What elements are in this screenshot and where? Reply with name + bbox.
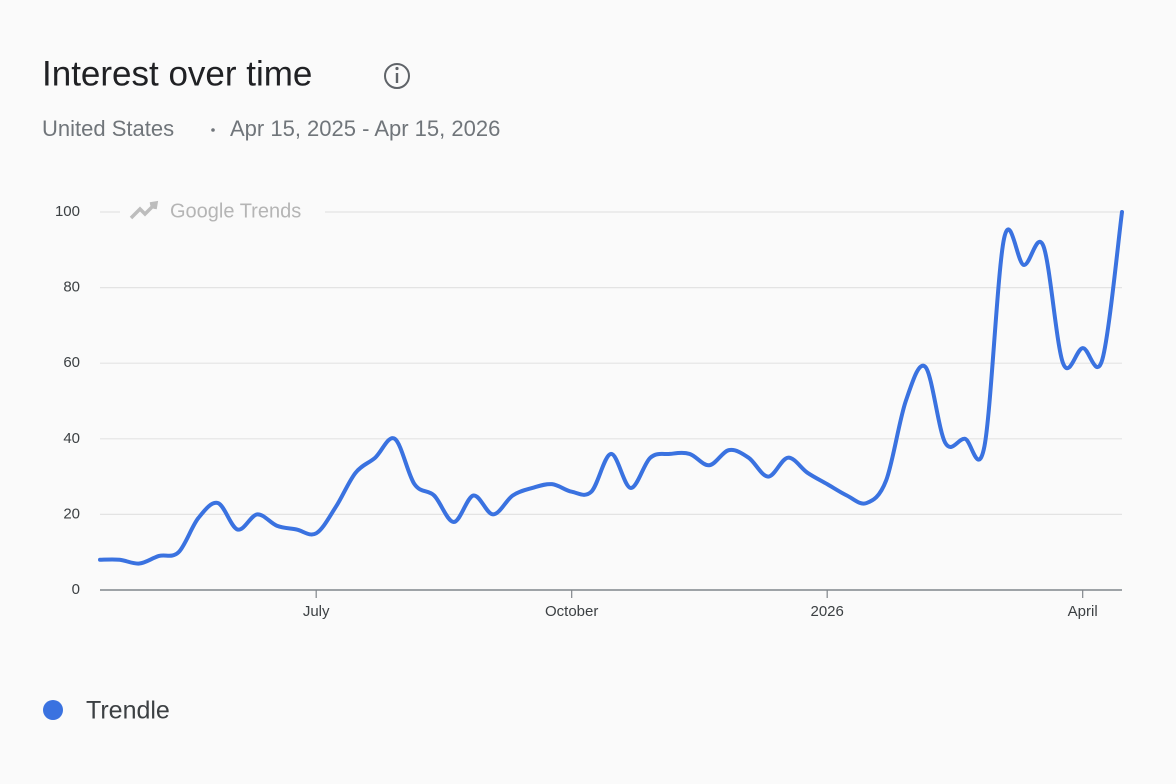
chart-title: Interest over time — [42, 54, 312, 93]
x-tick-label: April — [1068, 603, 1098, 620]
y-tick-label: 0 — [72, 581, 80, 598]
legend-label[interactable]: Trendle — [86, 697, 170, 725]
y-tick-label: 20 — [63, 505, 80, 522]
y-tick-label: 40 — [63, 430, 80, 447]
watermark: Google Trends — [170, 200, 301, 222]
separator — [211, 128, 215, 132]
y-tick-label: 60 — [63, 354, 80, 371]
trend-line — [98, 210, 1124, 566]
info-icon[interactable] — [384, 63, 410, 89]
x-tick-label: 2026 — [811, 603, 844, 620]
x-tick-label: July — [303, 603, 330, 620]
subtitle-region: United States — [42, 116, 174, 141]
subtitle-range: Apr 15, 2025 - Apr 15, 2026 — [230, 116, 500, 141]
y-tick-label: 80 — [63, 279, 80, 296]
x-tick-label: October — [545, 603, 598, 620]
y-tick-label: 100 — [55, 203, 80, 220]
legend-marker — [43, 700, 63, 720]
watermark-icon — [129, 200, 159, 220]
